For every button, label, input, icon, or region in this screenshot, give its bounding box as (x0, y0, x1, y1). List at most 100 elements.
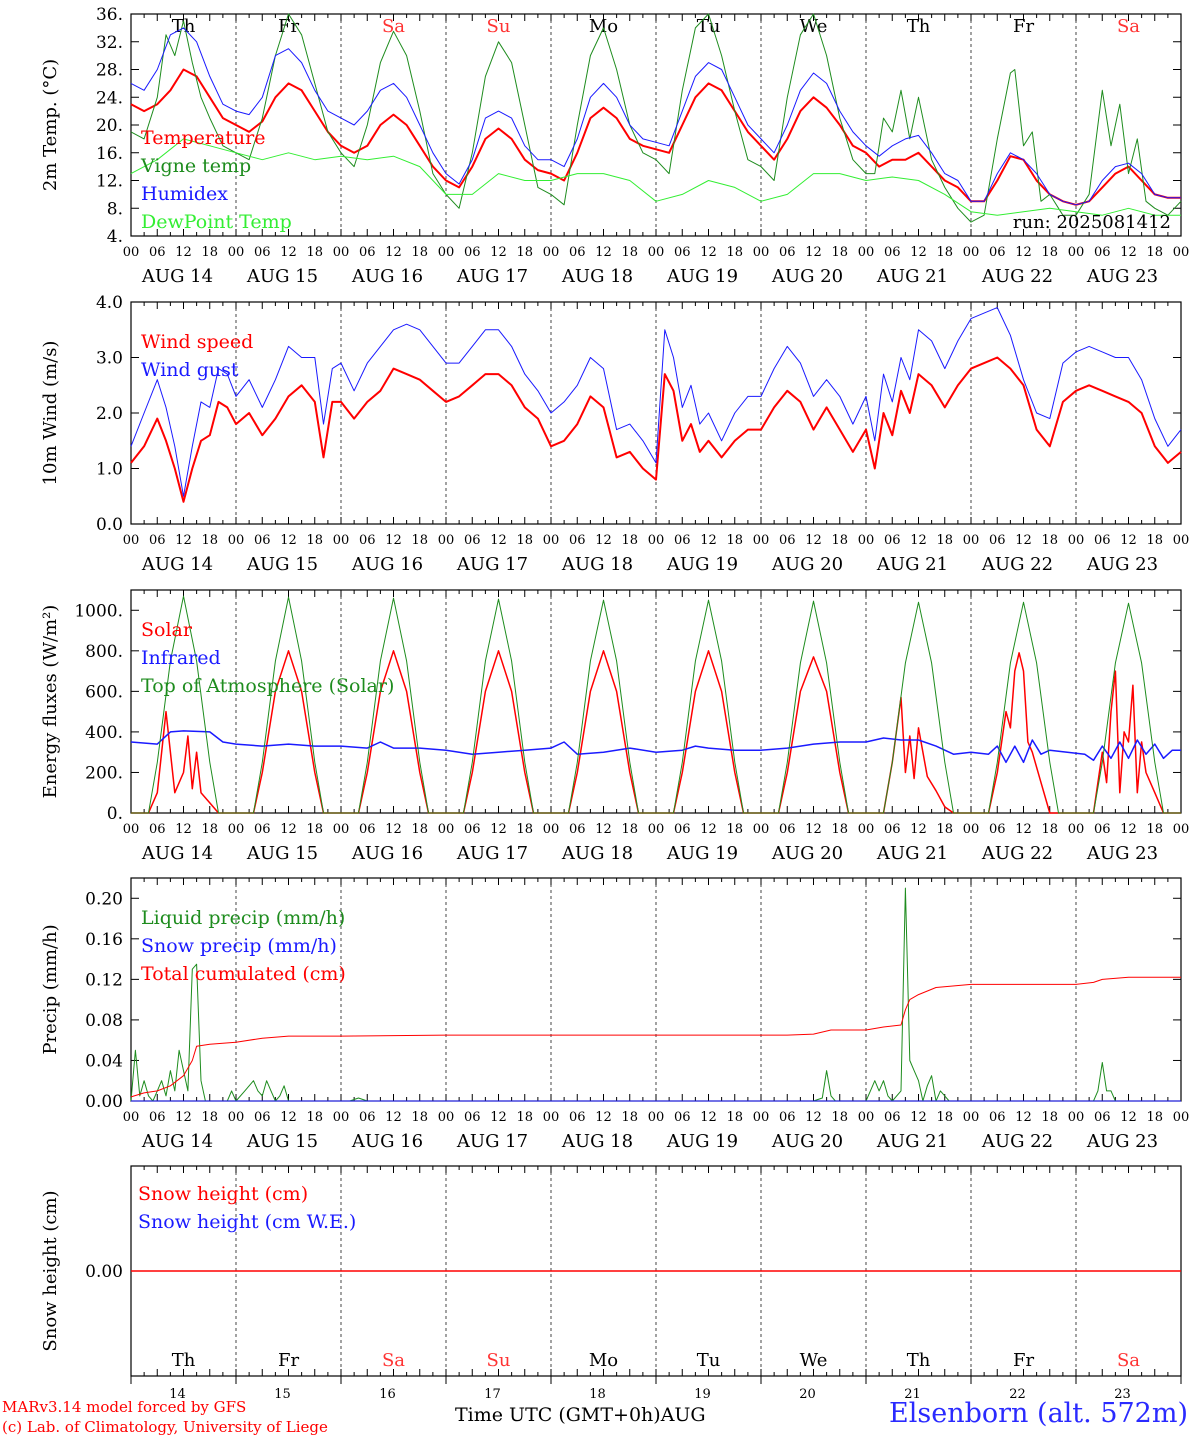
chart-panel-5: 0.00 Snow height (cm) Snow height (cm) Snow… (40, 1165, 1182, 1402)
hour-tick-label: 00 (123, 533, 140, 548)
hour-tick-label: 06 (674, 533, 691, 548)
hour-tick-label: 12 (1015, 822, 1032, 837)
hour-tick-label: 00 (648, 533, 665, 548)
series-line (131, 595, 1181, 814)
hour-tick-label: 12 (1120, 1110, 1137, 1125)
y-tick-label: 4.0 (96, 293, 123, 313)
hour-tick-label: 12 (280, 533, 297, 548)
date-label: AUG 18 (561, 266, 633, 287)
weekday-label: Mo (589, 1350, 618, 1371)
date-label: AUG 19 (666, 554, 738, 575)
hour-tick-label: 06 (674, 245, 691, 260)
hour-tick-label: 06 (779, 1110, 796, 1125)
y-axis-title: Energy fluxes (W/m²) (40, 605, 61, 799)
hour-tick-label: 00 (438, 533, 455, 548)
y-tick-label: 1000. (74, 601, 123, 621)
hour-tick-label: 12 (595, 822, 612, 837)
y-tick-label: 600. (85, 682, 123, 702)
hour-tick-label: 12 (595, 1110, 612, 1125)
hour-tick-label: 12 (1015, 1110, 1032, 1125)
hour-tick-label: 18 (621, 245, 638, 260)
weekday-label: Fr (1013, 16, 1034, 37)
hour-tick-label: 06 (884, 1110, 901, 1125)
hour-tick-label: 12 (910, 533, 927, 548)
day-number-label: 14 (169, 1387, 186, 1402)
hour-tick-label: 06 (1094, 533, 1111, 548)
hour-tick-label: 00 (753, 822, 770, 837)
y-axis-title: 10m Wind (m/s) (40, 341, 61, 486)
hour-tick-label: 06 (1094, 822, 1111, 837)
legend-entry: Snow height (cm) (138, 1183, 308, 1205)
hour-tick-label: 12 (385, 245, 402, 260)
date-label: AUG 23 (1086, 266, 1158, 287)
hour-tick-label: 00 (123, 822, 140, 837)
day-number-label: 18 (589, 1387, 606, 1402)
hour-tick-label: 00 (543, 822, 560, 837)
hour-tick-label: 00 (1068, 245, 1085, 260)
hour-tick-label: 00 (1173, 822, 1190, 837)
legend-entry: Liquid precip (mm/h) (141, 907, 345, 929)
hour-tick-label: 18 (936, 533, 953, 548)
chart-panel-1: 4. 8. 12. 16. 20. 24. 28. 32. 36. 2m Temp. (°C) Th… (40, 5, 1189, 287)
date-label: AUG 16 (351, 266, 423, 287)
hour-tick-label: 00 (333, 1110, 350, 1125)
hour-tick-label: 00 (333, 245, 350, 260)
weekday-label: Fr (278, 1350, 299, 1371)
hour-tick-label: 12 (805, 533, 822, 548)
hour-tick-label: 06 (674, 1110, 691, 1125)
hour-tick-label: 00 (438, 245, 455, 260)
date-label: AUG 15 (246, 266, 318, 287)
hour-tick-label: 00 (753, 245, 770, 260)
y-tick-label: 12. (96, 172, 123, 192)
y-tick-label: 24. (96, 88, 123, 108)
hour-tick-label: 06 (674, 822, 691, 837)
date-label: AUG 22 (981, 554, 1053, 575)
hour-tick-label: 06 (989, 245, 1006, 260)
date-label: AUG 22 (981, 266, 1053, 287)
hour-tick-label: 18 (1146, 1110, 1163, 1125)
hour-tick-label: 18 (516, 245, 533, 260)
hour-tick-label: 12 (175, 533, 192, 548)
day-number-label: 19 (694, 1387, 711, 1402)
hour-tick-label: 06 (569, 1110, 586, 1125)
hour-tick-label: 12 (805, 245, 822, 260)
hour-tick-label: 00 (333, 822, 350, 837)
hour-tick-label: 00 (1068, 1110, 1085, 1125)
hour-tick-label: 18 (831, 245, 848, 260)
hour-tick-label: 12 (490, 1110, 507, 1125)
series-line (130, 356, 1182, 503)
hour-tick-label: 00 (1068, 822, 1085, 837)
date-label: AUG 14 (141, 1131, 213, 1152)
date-label: AUG 19 (666, 843, 738, 864)
hour-tick-label: 18 (411, 533, 428, 548)
hour-tick-label: 12 (280, 245, 297, 260)
series-line (130, 307, 1182, 497)
series-line (130, 976, 1181, 1098)
hour-tick-label: 18 (201, 822, 218, 837)
x-axis-month: AUG (660, 1404, 706, 1426)
y-tick-label: 3.0 (96, 349, 123, 369)
y-tick-label: 8. (107, 199, 123, 219)
hour-tick-label: 00 (123, 245, 140, 260)
hour-tick-label: 18 (936, 245, 953, 260)
hour-tick-label: 12 (805, 1110, 822, 1125)
hour-tick-label: 00 (963, 245, 980, 260)
y-tick-label: 36. (96, 5, 123, 25)
hour-tick-label: 00 (228, 533, 245, 548)
hour-tick-label: 18 (306, 245, 323, 260)
weekday-label: Th (907, 16, 931, 37)
hour-tick-label: 12 (280, 1110, 297, 1125)
day-number-label: 21 (904, 1387, 921, 1402)
hour-tick-label: 00 (648, 1110, 665, 1125)
date-label: AUG 22 (981, 843, 1053, 864)
date-label: AUG 15 (246, 554, 318, 575)
y-tick-label: 0.16 (85, 930, 123, 950)
hour-tick-label: 00 (228, 245, 245, 260)
x-axis-title: Time UTC (GMT+0h)AUG (455, 1404, 706, 1426)
hour-tick-label: 12 (595, 245, 612, 260)
hour-tick-label: 06 (149, 1110, 166, 1125)
date-label: AUG 19 (666, 1131, 738, 1152)
hour-tick-label: 18 (411, 245, 428, 260)
hour-tick-label: 00 (438, 822, 455, 837)
y-tick-label: 0.04 (85, 1051, 123, 1071)
